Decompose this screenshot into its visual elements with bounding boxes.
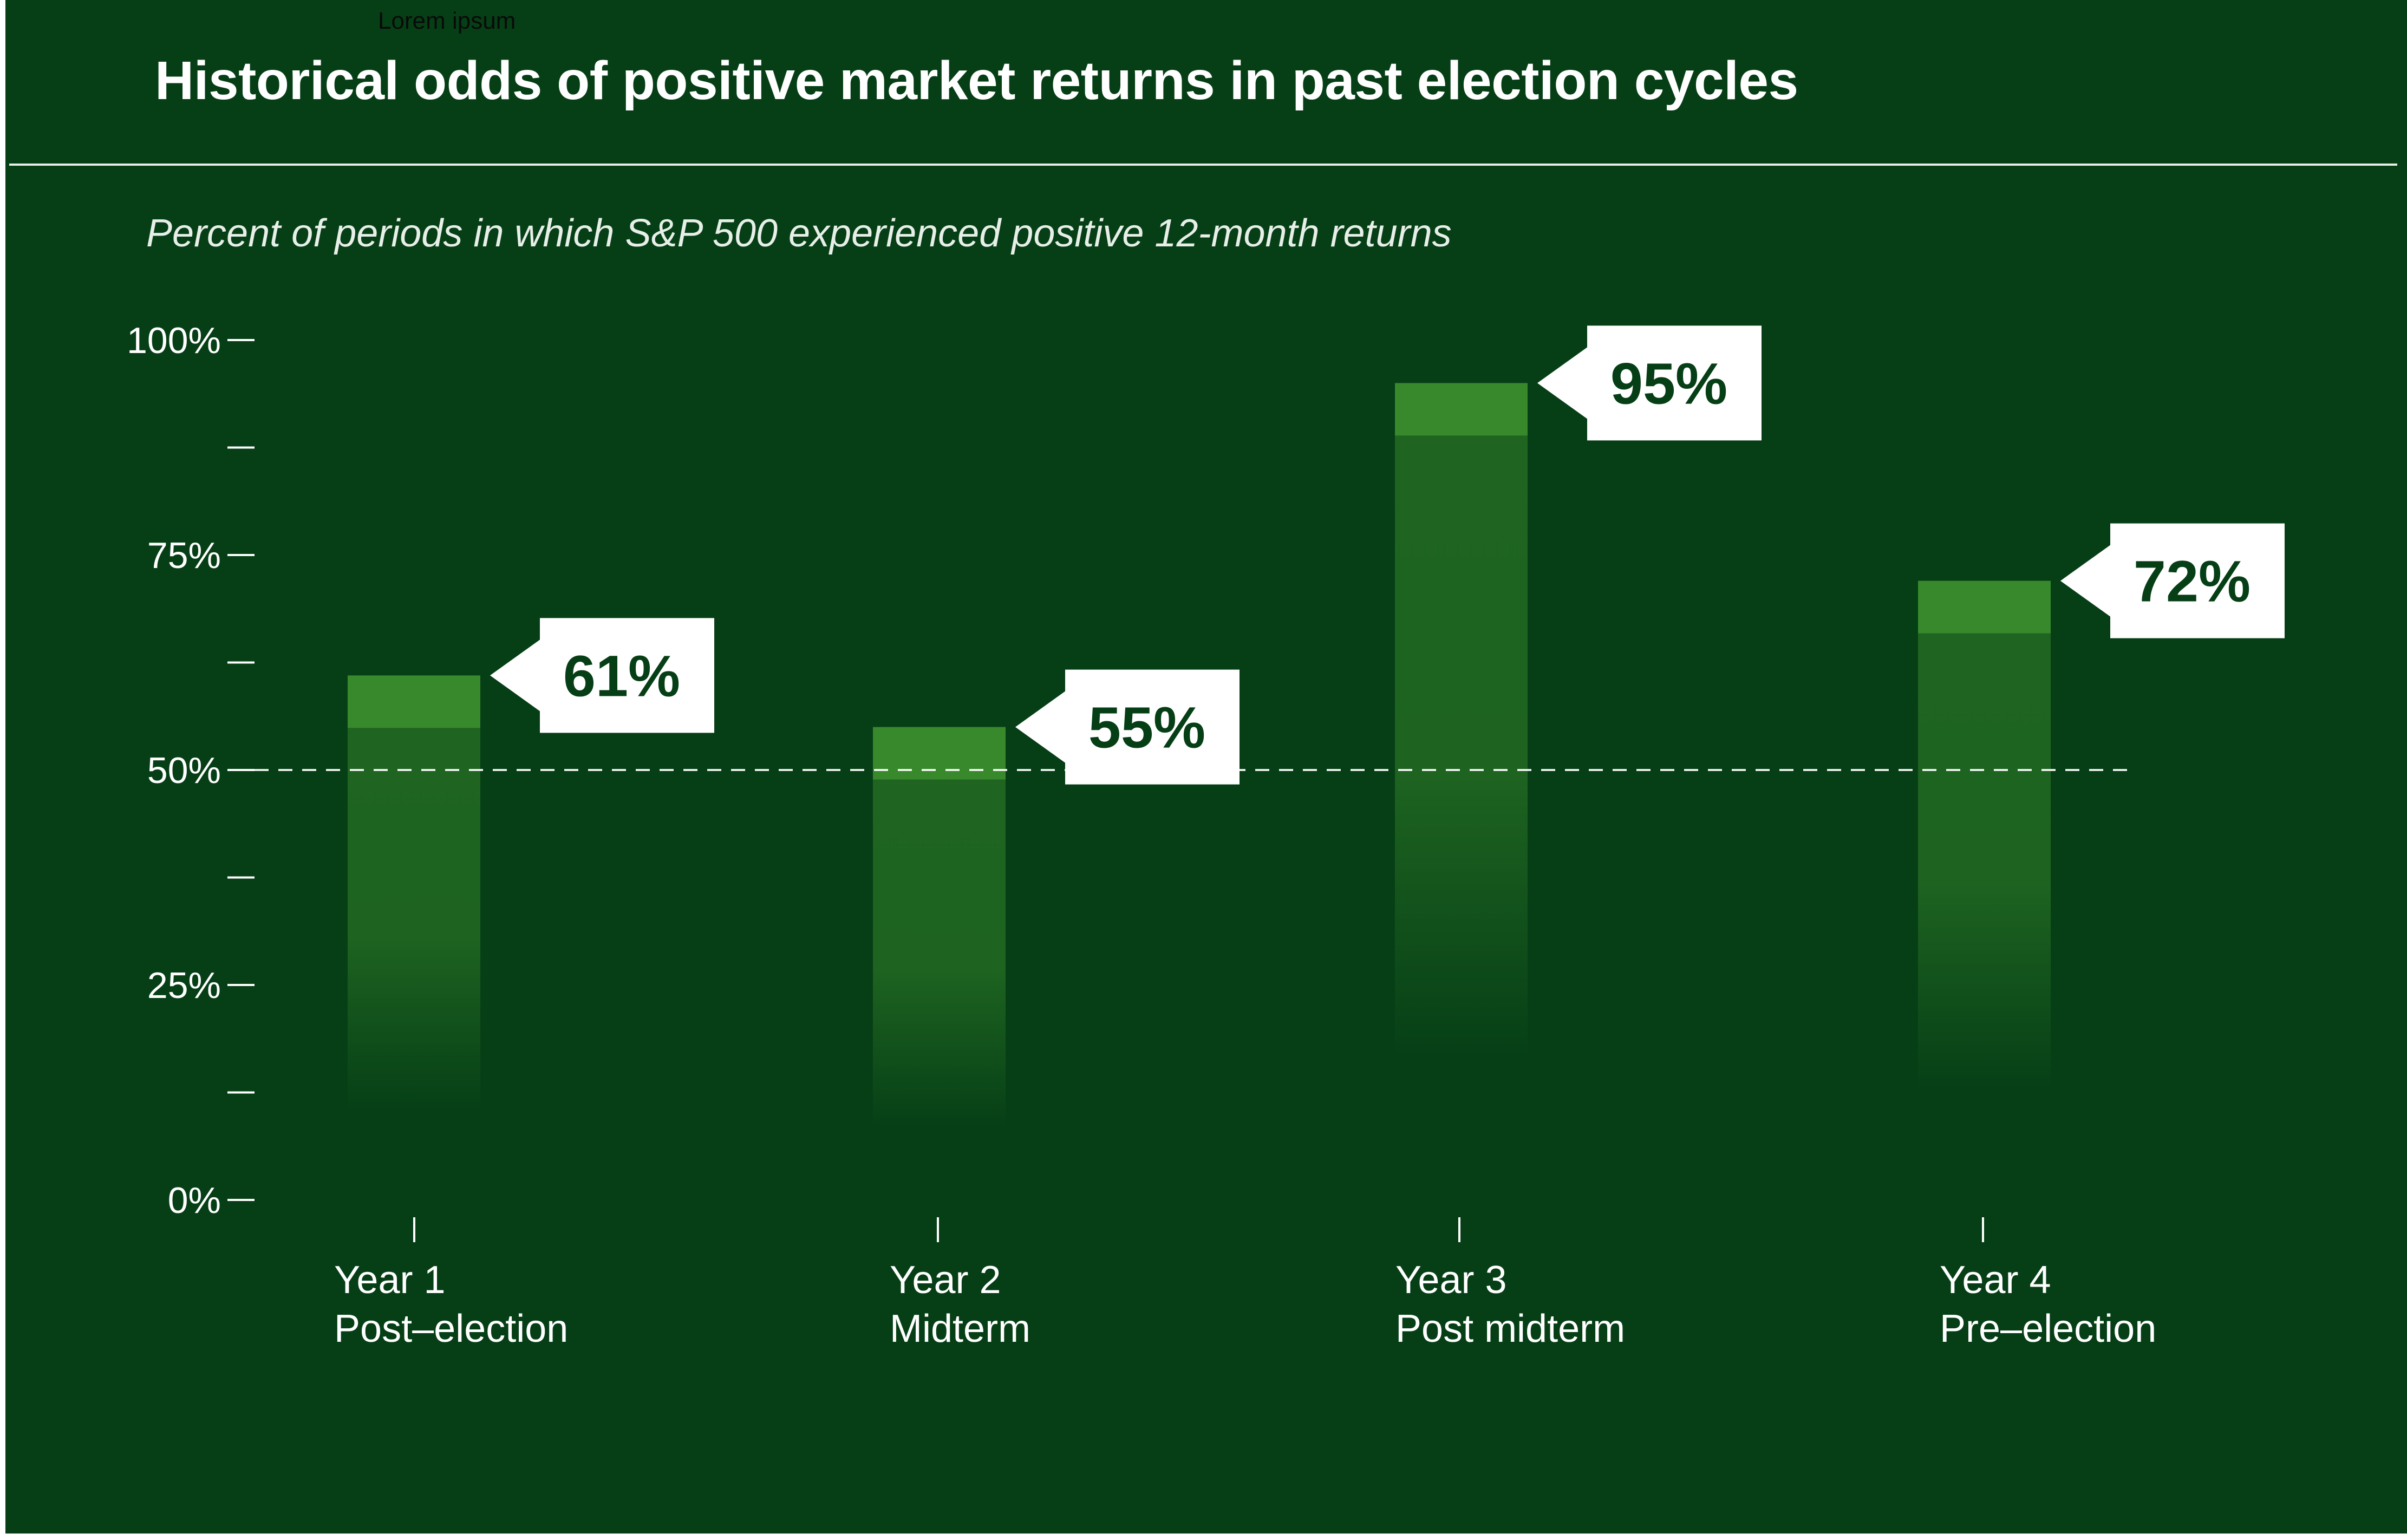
left-edge: [0, 0, 5, 1540]
value-label: 72%: [2134, 549, 2251, 614]
y-axis-tick-label: 100%: [127, 320, 221, 361]
x-axis-category-label-line1: Year 1: [334, 1258, 446, 1302]
top-label: Lorem ipsum: [378, 8, 516, 34]
value-label: 61%: [563, 643, 680, 708]
bar-cap: [1395, 383, 1528, 436]
bar-cap: [1918, 580, 2051, 634]
y-axis-tick-label: 50%: [147, 750, 221, 791]
chart-title: Historical odds of positive market retur…: [155, 50, 1798, 111]
value-callout-box: [490, 618, 714, 733]
value-label: 55%: [1088, 695, 1205, 760]
chart-subtitle: Percent of periods in which S&P 500 expe…: [146, 212, 1452, 255]
bar-body: [1395, 435, 1528, 1056]
bottom-edge: [0, 1534, 2407, 1540]
x-axis-category-label-line2: Post midterm: [1395, 1307, 1625, 1350]
x-axis-category-label-line1: Year 3: [1395, 1258, 1507, 1302]
value-callout-box: [2060, 523, 2285, 638]
y-axis-tick-label: 0%: [168, 1180, 221, 1221]
value-callout-box: [1015, 669, 1240, 785]
x-axis-category-label-line1: Year 2: [890, 1258, 1001, 1302]
bar-body: [1918, 633, 2051, 1088]
y-axis-tick-label: 75%: [147, 535, 221, 576]
bar-cap: [348, 675, 480, 728]
x-axis-category-label-line1: Year 4: [1940, 1258, 2051, 1302]
bar-body: [348, 728, 480, 1110]
x-axis-category-label-line2: Post–election: [334, 1307, 568, 1350]
bar-body: [873, 779, 1006, 1126]
bar-cap: [873, 727, 1006, 780]
x-axis-category-label-line2: Midterm: [890, 1307, 1030, 1350]
title-divider: [9, 164, 2397, 166]
y-axis-tick-label: 25%: [147, 965, 221, 1006]
x-axis-category-label-line2: Pre–election: [1940, 1307, 2156, 1350]
value-callout-box: [1537, 325, 1762, 441]
value-label: 95%: [1610, 350, 1727, 416]
